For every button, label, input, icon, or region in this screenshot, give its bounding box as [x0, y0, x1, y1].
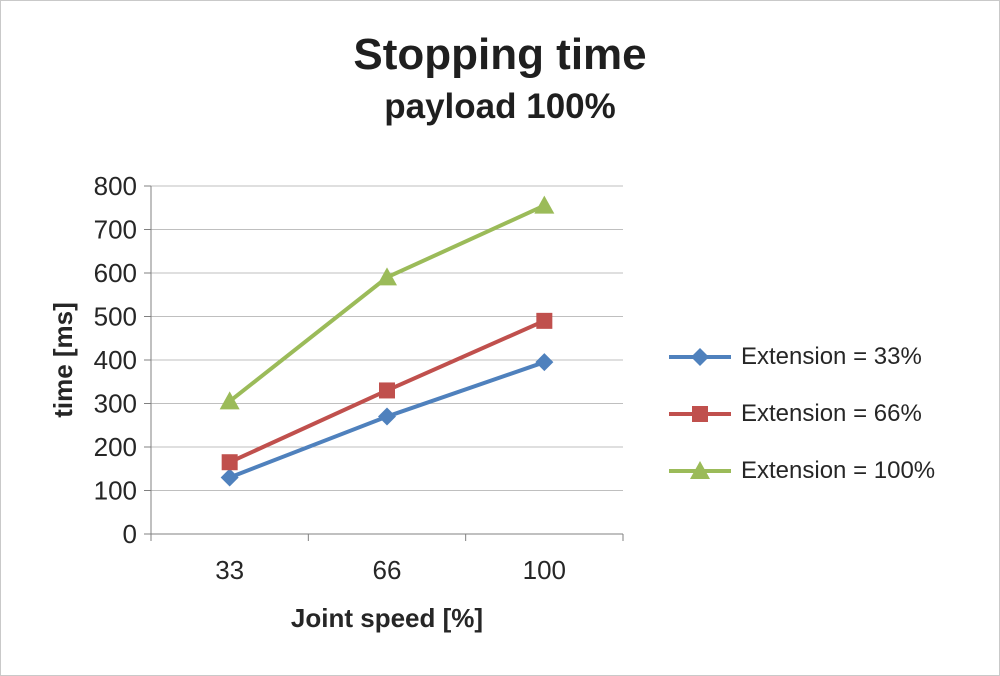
legend-item-label: Extension = 33% — [741, 343, 922, 370]
series-square — [221, 312, 553, 471]
legend-key-sample — [669, 348, 731, 366]
data-point-marker — [221, 454, 238, 471]
y-axis-title: time [ms] — [48, 302, 78, 418]
chart-subtitle: payload 100% — [384, 86, 616, 126]
data-point-marker — [692, 406, 708, 422]
y-tick-label: 700 — [94, 215, 137, 245]
x-tick-label: 100 — [523, 555, 566, 585]
y-tick-label: 0 — [123, 519, 137, 549]
y-tick-label: 100 — [94, 476, 137, 506]
data-point-marker — [219, 391, 240, 410]
y-tick-label: 500 — [94, 302, 137, 332]
data-point-marker — [220, 468, 239, 487]
data-point-marker — [379, 382, 395, 399]
data-point-marker — [536, 312, 553, 329]
y-tick-label: 800 — [94, 171, 137, 201]
legend-key-sample — [669, 461, 731, 479]
data-point-marker — [377, 267, 397, 286]
data-point-marker — [535, 353, 554, 372]
x-tick-label: 33 — [215, 555, 244, 585]
legend-item: Extension = 100% — [669, 457, 935, 485]
legend-item: Extension = 66% — [669, 400, 935, 428]
legend-key-sample — [669, 406, 731, 422]
legend-item: Extension = 33% — [669, 343, 935, 371]
series-triangle — [219, 195, 555, 410]
x-axis-title: Joint speed [%] — [291, 603, 483, 633]
x-tick-label: 66 — [373, 555, 402, 585]
data-point-marker — [378, 407, 396, 426]
data-point-marker — [691, 348, 709, 366]
data-point-marker — [690, 461, 710, 479]
legend: Extension = 33% Extension = 66% Extension … — [669, 343, 935, 485]
y-tick-label: 200 — [94, 432, 137, 462]
y-tick-label: 300 — [94, 389, 137, 419]
legend-item-label: Extension = 66% — [741, 400, 922, 427]
data-point-marker — [534, 195, 555, 214]
series-line — [227, 203, 547, 404]
chart-title: Stopping time — [353, 30, 647, 79]
legend-item-label: Extension = 100% — [741, 457, 936, 484]
plot-area: 0 100 200 300 400 500 600 700 800 33 66 100 Joint sp… — [48, 171, 624, 633]
series-diamond — [220, 353, 554, 487]
y-tick-label: 400 — [94, 345, 137, 375]
y-tick-label: 600 — [94, 258, 137, 288]
